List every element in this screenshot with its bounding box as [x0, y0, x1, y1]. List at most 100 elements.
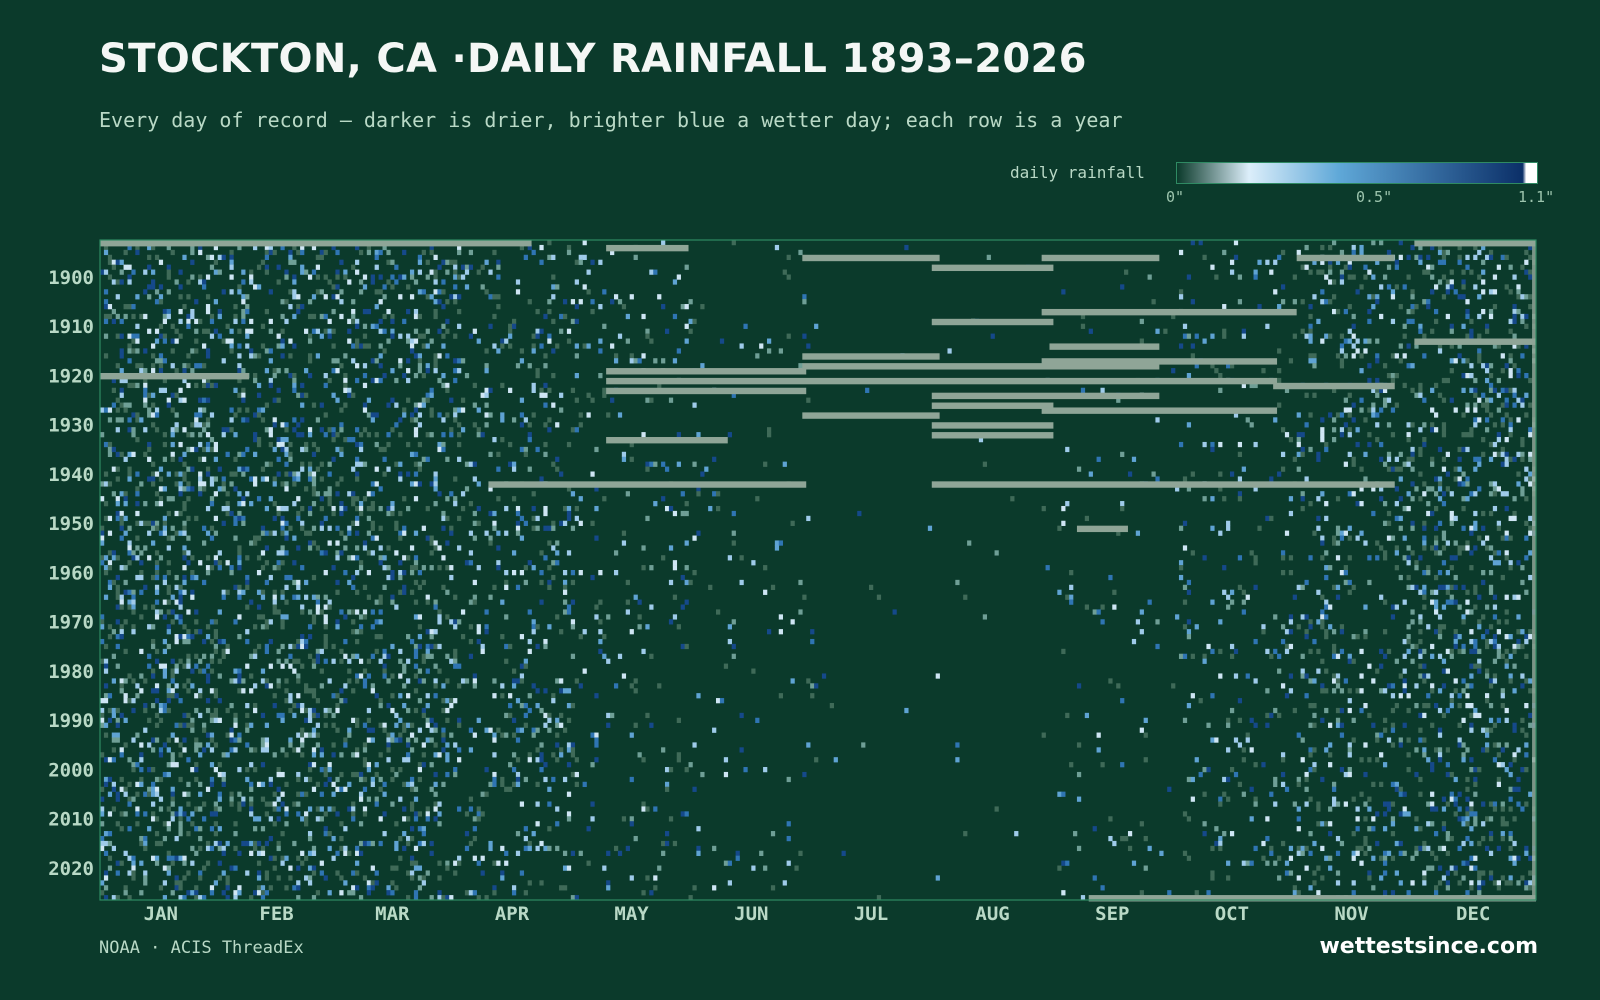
- rain-day-cell: [810, 638, 815, 645]
- rain-day-cell: [288, 289, 293, 295]
- rain-day-cell: [774, 545, 780, 551]
- rain-day-cell: [143, 604, 148, 610]
- rain-day-cell: [559, 678, 564, 684]
- rain-day-cell: [382, 663, 387, 669]
- rain-day-cell: [158, 752, 164, 758]
- rain-day-cell: [1320, 299, 1325, 305]
- rain-day-cell: [135, 417, 140, 423]
- rain-day-cell: [523, 451, 528, 458]
- rain-day-cell: [315, 732, 321, 738]
- rain-day-cell: [1488, 638, 1494, 645]
- rain-day-cell: [162, 308, 167, 315]
- rain-day-cell: [178, 397, 183, 403]
- rain-day-cell: [374, 289, 379, 295]
- rain-day-cell: [719, 338, 725, 344]
- rain-day-cell: [1465, 747, 1470, 753]
- rain-day-cell: [366, 767, 372, 773]
- rain-day-cell: [107, 634, 113, 640]
- rain-day-cell: [1210, 737, 1215, 743]
- rain-day-cell: [1477, 461, 1482, 467]
- rain-day-cell: [1379, 781, 1384, 788]
- rain-day-cell: [213, 693, 218, 699]
- rain-day-cell: [103, 757, 109, 763]
- rain-day-cell: [190, 422, 195, 428]
- rain-day-cell: [194, 328, 199, 334]
- rain-day-cell: [661, 555, 666, 561]
- rain-day-cell: [723, 663, 729, 669]
- rain-day-cell: [107, 707, 113, 714]
- rain-day-cell: [296, 579, 301, 586]
- rain-day-cell: [103, 668, 109, 674]
- rain-day-cell: [445, 614, 450, 620]
- rain-day-cell: [406, 397, 411, 403]
- rain-day-cell: [1488, 678, 1494, 684]
- rain-day-cell: [351, 801, 356, 807]
- rain-day-cell: [633, 688, 638, 694]
- rain-day-cell: [441, 417, 446, 423]
- rain-day-cell: [158, 747, 164, 753]
- rain-day-cell: [158, 530, 164, 536]
- rain-day-cell: [1382, 501, 1388, 507]
- rain-day-cell: [1473, 663, 1478, 669]
- rain-day-cell: [1116, 397, 1121, 403]
- rain-day-cell: [186, 781, 191, 788]
- rain-day-cell: [229, 796, 234, 802]
- rain-day-cell: [394, 264, 399, 270]
- rain-day-cell: [300, 638, 305, 645]
- rain-day-cell: [1186, 619, 1192, 625]
- rain-day-cell: [119, 318, 124, 325]
- rain-day-cell: [1359, 284, 1364, 290]
- rain-day-cell: [1524, 732, 1529, 738]
- rain-day-cell: [429, 737, 434, 743]
- rain-day-cell: [339, 299, 344, 305]
- rain-day-cell: [1410, 643, 1415, 650]
- rain-day-cell: [661, 496, 666, 502]
- rain-day-cell: [107, 304, 113, 310]
- rain-day-cell: [421, 565, 426, 571]
- rain-day-cell: [127, 525, 132, 531]
- rain-day-cell: [1488, 702, 1494, 709]
- rain-day-cell: [1492, 481, 1498, 487]
- rain-day-cell: [311, 294, 317, 300]
- rain-day-cell: [1418, 496, 1423, 502]
- rain-day-cell: [331, 432, 336, 438]
- rain-day-cell: [1308, 353, 1313, 359]
- rain-day-cell: [1469, 550, 1474, 556]
- rain-day-cell: [115, 707, 120, 714]
- rain-day-cell: [362, 757, 368, 763]
- rain-day-cell: [1449, 599, 1454, 605]
- rain-day-cell: [1449, 510, 1454, 517]
- rain-day-cell: [590, 397, 595, 403]
- rain-day-cell: [154, 574, 160, 581]
- rain-day-cell: [296, 791, 301, 797]
- rain-day-cell: [398, 589, 403, 595]
- rain-day-cell: [1398, 466, 1403, 472]
- rain-day-cell: [551, 752, 556, 758]
- rain-day-cell: [578, 422, 583, 428]
- rain-day-cell: [417, 776, 423, 783]
- rain-day-cell: [1061, 648, 1066, 655]
- rain-day-cell: [284, 806, 289, 812]
- rain-day-cell: [1512, 648, 1517, 655]
- rain-day-cell: [562, 584, 568, 591]
- rain-day-cell: [449, 427, 454, 433]
- rain-day-cell: [139, 752, 144, 758]
- rain-day-cell: [205, 471, 211, 477]
- rain-day-cell: [1477, 333, 1482, 339]
- rain-day-cell: [237, 614, 242, 620]
- rain-day-cell: [570, 427, 576, 433]
- rain-day-cell: [327, 540, 332, 546]
- rain-day-cell: [763, 767, 768, 773]
- rain-day-cell: [555, 614, 560, 620]
- rain-day-cell: [1437, 486, 1443, 492]
- rain-day-cell: [425, 668, 430, 674]
- rain-day-cell: [245, 584, 250, 591]
- rain-day-cell: [178, 471, 183, 477]
- rain-day-cell: [629, 683, 634, 689]
- rain-day-cell: [351, 520, 356, 526]
- rain-day-cell: [119, 368, 124, 374]
- rain-day-cell: [272, 594, 277, 600]
- rain-day-cell: [739, 747, 744, 753]
- rain-day-cell: [519, 515, 525, 522]
- rain-day-cell: [1406, 560, 1411, 566]
